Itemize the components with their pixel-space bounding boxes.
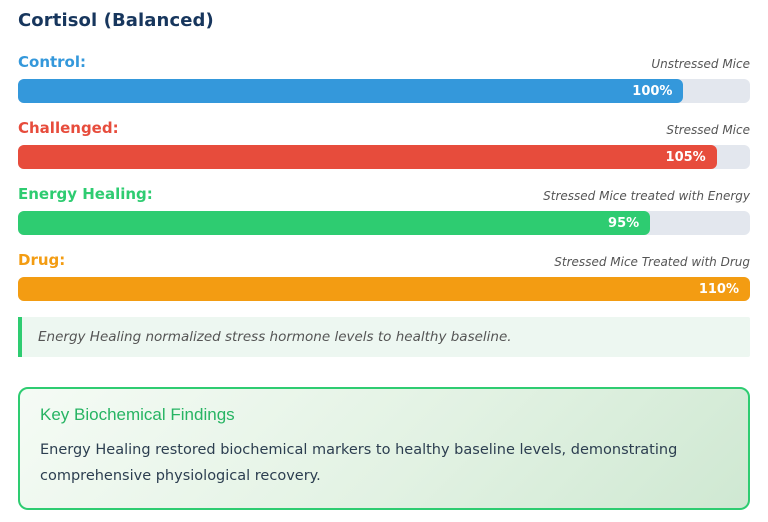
bar-value: 105% xyxy=(665,149,706,165)
summary-note-text: Energy Healing normalized stress hormone… xyxy=(38,329,512,345)
bar-label: Challenged: xyxy=(18,119,119,137)
bar-track: 100% xyxy=(18,79,750,103)
page-title: Cortisol (Balanced) xyxy=(18,10,214,31)
bar-row: Challenged: Stressed Mice 105% xyxy=(18,119,750,169)
bar-label-line: Challenged: Stressed Mice xyxy=(18,119,750,137)
bar-chart: Control: Unstressed Mice 100% Challenged… xyxy=(18,53,750,301)
bar-descriptor: Stressed Mice xyxy=(666,123,750,137)
bar-track: 105% xyxy=(18,145,750,169)
bar-label-line: Energy Healing: Stressed Mice treated wi… xyxy=(18,185,750,203)
bar-value: 95% xyxy=(608,215,640,231)
bar-descriptor: Unstressed Mice xyxy=(651,57,750,71)
bar-fill: 105% xyxy=(18,145,717,169)
bar-fill: 100% xyxy=(18,79,684,103)
bar-track: 95% xyxy=(18,211,750,235)
findings-body: Energy Healing restored biochemical mark… xyxy=(40,442,678,484)
bar-label-line: Drug: Stressed Mice Treated with Drug xyxy=(18,251,750,269)
bar-row: Energy Healing: Stressed Mice treated wi… xyxy=(18,185,750,235)
bar-label: Energy Healing: xyxy=(18,185,153,203)
bar-descriptor: Stressed Mice treated with Energy xyxy=(543,189,750,203)
bar-value: 100% xyxy=(632,83,673,99)
cortisol-panel: Cortisol (Balanced) Control: Unstressed … xyxy=(18,10,750,510)
bar-label: Drug: xyxy=(18,251,66,269)
findings-heading: Key Biochemical Findings xyxy=(40,405,235,424)
bar-label: Control: xyxy=(18,53,87,71)
bar-label-line: Control: Unstressed Mice xyxy=(18,53,750,71)
bar-value: 110% xyxy=(698,281,739,297)
bar-track: 110% xyxy=(18,277,750,301)
bar-fill: 110% xyxy=(18,277,750,301)
summary-note: Energy Healing normalized stress hormone… xyxy=(18,317,750,357)
bar-descriptor: Stressed Mice Treated with Drug xyxy=(554,255,750,269)
bar-fill: 95% xyxy=(18,211,651,235)
key-findings-box: Key Biochemical Findings Energy Healing … xyxy=(18,387,750,510)
bar-row: Drug: Stressed Mice Treated with Drug 11… xyxy=(18,251,750,301)
bar-row: Control: Unstressed Mice 100% xyxy=(18,53,750,103)
